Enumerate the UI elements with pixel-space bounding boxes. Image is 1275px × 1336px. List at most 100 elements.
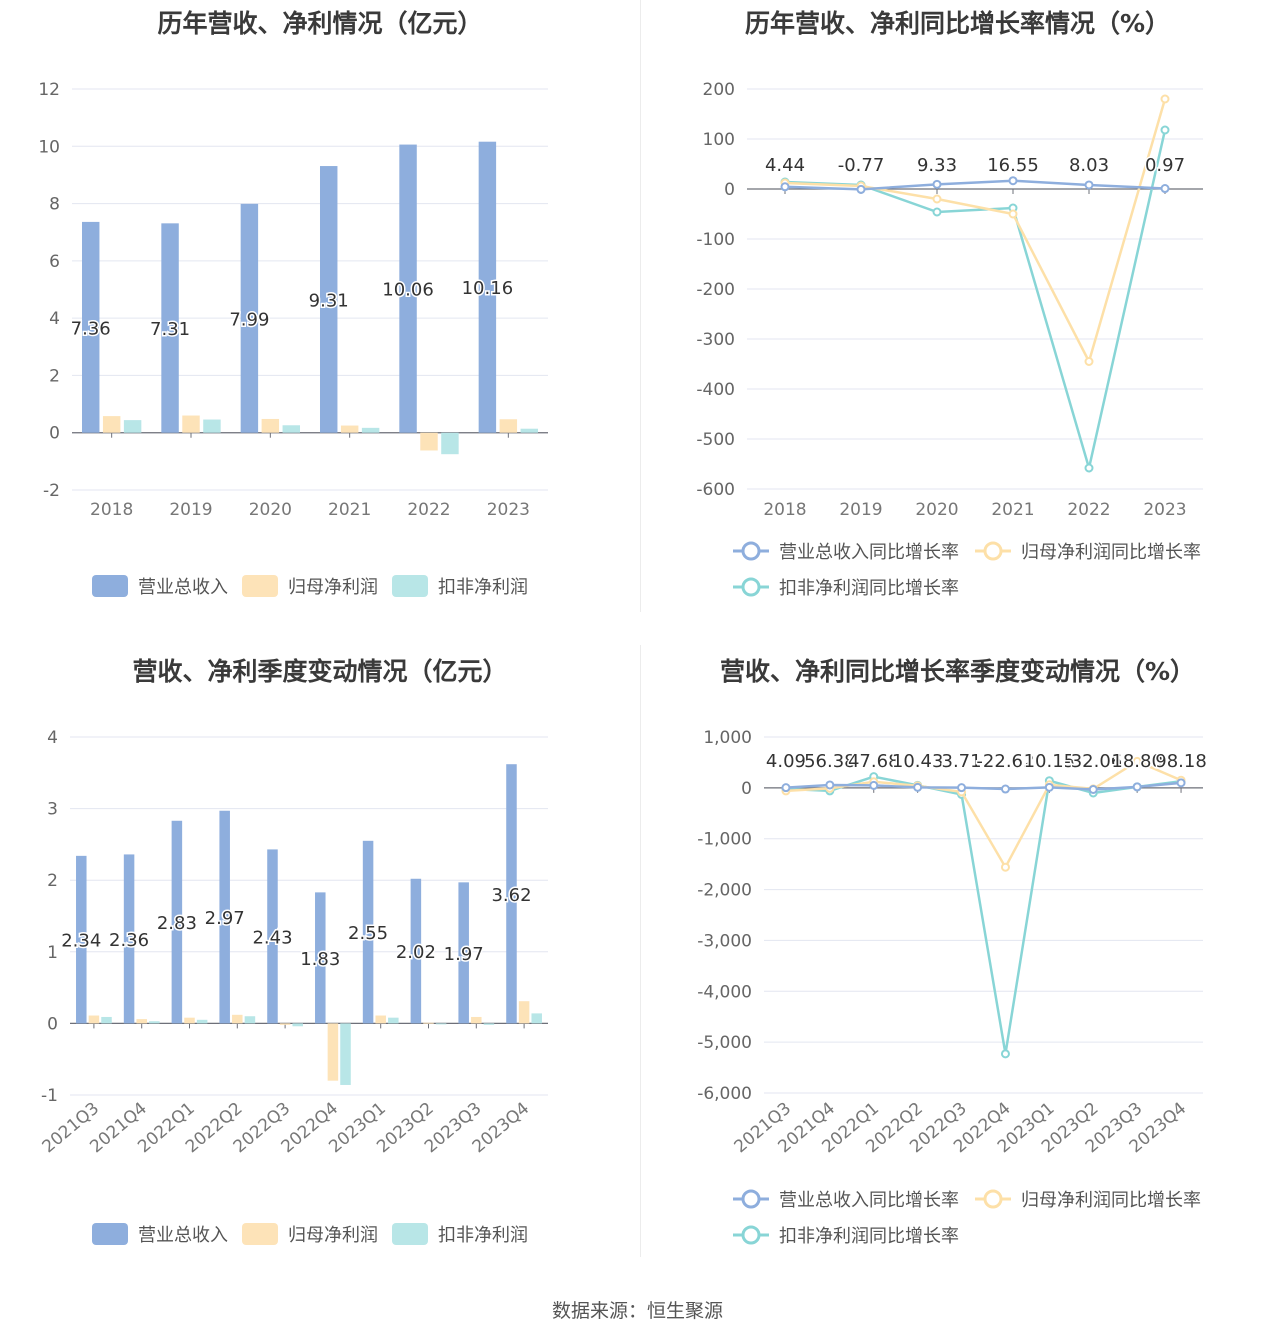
- data-label: 2.83: [157, 913, 197, 934]
- data-label: 0.97: [1145, 155, 1185, 176]
- legend-marker-icon: [741, 1189, 761, 1209]
- quarterly-amounts-panel: 营收、净利季度变动情况（亿元） 4 3 2 1 0 -1 2021Q3 2021Q4 2022Q…: [0, 640, 640, 1265]
- bar-deducted-net-profit: [361, 427, 380, 433]
- vertical-divider-bottom: [640, 645, 641, 1257]
- y-tick-label: -600: [696, 480, 735, 500]
- series-line: [785, 760, 1182, 870]
- data-point: [856, 184, 866, 194]
- data-label: 1.97: [444, 944, 484, 965]
- annual-amounts-chart: 12 10 8 6 4 2 0 -2 2018 2019 2020 2021 2022 2023 7.36 7…: [38, 80, 548, 598]
- x-tick-label: 2019: [839, 500, 882, 520]
- y-tick-label: 6: [49, 252, 60, 272]
- data-point: [932, 207, 942, 217]
- legend-label: 归母净利润同比增长率: [1021, 542, 1201, 563]
- bar-revenue: [267, 849, 278, 1024]
- quarterly-growth-title: 营收、净利同比增长率季度变动情况（%）: [719, 657, 1196, 686]
- data-point: [1008, 176, 1018, 186]
- x-tick-label: 2021: [328, 500, 371, 520]
- bar-deducted-net-profit: [340, 1023, 351, 1085]
- bar-deducted-net-profit: [483, 1023, 495, 1025]
- series-line: [784, 179, 1166, 191]
- bar-deducted-net-profit: [196, 1019, 208, 1024]
- y-tick-label: 0: [49, 424, 60, 444]
- bar-deducted-net-profit: [441, 432, 459, 455]
- data-label: 2.55: [348, 923, 388, 944]
- data-label: 1.83: [300, 949, 340, 970]
- data-point: [1000, 1049, 1010, 1059]
- legend-marker-icon: [983, 1189, 1003, 1209]
- data-label: 7.36: [71, 318, 111, 339]
- data-label: -22.62: [976, 751, 1034, 772]
- bar-net-profit: [499, 419, 518, 433]
- annual-growth-chart: 200 100 0 -100 -200 -300 -400 -500 -600 2018 2019 2…: [696, 80, 1203, 599]
- y-tick-label: -500: [696, 430, 735, 450]
- annual-amounts-panel: 历年营收、净利情况（亿元） 12 10 8 6 4 2 0 -2 2018 2019 2020 202…: [0, 0, 640, 620]
- legend-label: 扣非净利润: [438, 577, 528, 598]
- legend-swatch-icon: [392, 575, 428, 597]
- y-tick-label: -100: [696, 230, 735, 250]
- data-point: [780, 182, 790, 192]
- legend-marker-icon: [741, 577, 761, 597]
- data-label: 56.38: [804, 751, 856, 772]
- bar-net-profit: [420, 432, 438, 451]
- bar-deducted-net-profit: [292, 1023, 303, 1027]
- data-point: [1132, 782, 1142, 792]
- data-label: 2.34: [61, 931, 101, 952]
- bar-deducted-net-profit: [101, 1016, 112, 1024]
- legend-swatch-icon: [392, 1223, 428, 1245]
- series-line: [784, 98, 1167, 365]
- data-label: -0.77: [838, 155, 885, 176]
- quarterly-growth-panel: 营收、净利同比增长率季度变动情况（%） 1,000 0 -1,000 -2,000 -3…: [640, 640, 1275, 1265]
- legend-label: 营业总收入同比增长率: [779, 1190, 959, 1211]
- bar-net-profit: [375, 1015, 386, 1024]
- bar-net-profit: [136, 1019, 147, 1024]
- bar-net-profit: [184, 1017, 195, 1024]
- y-tick-label: 10: [38, 137, 60, 157]
- data-point: [1160, 125, 1170, 135]
- series-line: [785, 775, 1182, 1055]
- data-label: 47.68: [848, 751, 900, 772]
- bar-revenue: [81, 221, 100, 433]
- legend-swatch-icon: [242, 575, 278, 597]
- data-point: [1044, 782, 1054, 792]
- bar-net-profit: [88, 1015, 100, 1024]
- bar-revenue: [123, 854, 135, 1024]
- bar-revenue: [319, 166, 338, 433]
- bar-revenue: [76, 855, 87, 1024]
- y-tick-label: -200: [696, 280, 735, 300]
- y-tick-label: 3: [47, 800, 58, 820]
- data-point: [825, 780, 835, 790]
- y-tick-label: -2: [43, 481, 60, 501]
- quarterly-amounts-chart: 43210-12021Q32021Q42022Q12022Q22022Q3202…: [39, 728, 548, 1246]
- y-tick-label: 12: [38, 80, 60, 100]
- y-tick-label: -3,000: [697, 931, 752, 951]
- legend-swatch-icon: [92, 575, 128, 597]
- x-tick-label: 2023: [1143, 500, 1186, 520]
- bar-revenue: [399, 144, 417, 433]
- bar-revenue: [506, 764, 517, 1024]
- annual-growth-title: 历年营收、净利同比增长率情况（%）: [744, 9, 1171, 38]
- y-tick-label: -400: [696, 380, 735, 400]
- bar-deducted-net-profit: [203, 419, 221, 433]
- bar-net-profit: [261, 418, 280, 433]
- legend-label: 归母净利润: [288, 577, 378, 598]
- x-tick-label: 2018: [90, 500, 133, 520]
- y-tick-label: 4: [49, 309, 60, 329]
- data-point: [1160, 94, 1170, 104]
- legend-label: 营业总收入: [138, 577, 228, 598]
- legend-swatch-icon: [242, 1223, 278, 1245]
- data-label: 10.15: [1024, 751, 1076, 772]
- data-point: [932, 194, 942, 204]
- bar-revenue: [362, 840, 374, 1024]
- bar-deducted-net-profit: [244, 1016, 256, 1024]
- x-tick-label: 2023: [487, 500, 530, 520]
- y-tick-label: 4: [47, 728, 58, 748]
- x-tick-label: 2020: [915, 500, 958, 520]
- data-label: 2.43: [252, 927, 292, 948]
- legend-label: 扣非净利润同比增长率: [779, 578, 959, 599]
- bar-net-profit: [102, 416, 121, 433]
- y-tick-label: 100: [703, 130, 735, 150]
- data-label: 10.43: [892, 751, 944, 772]
- bar-revenue: [410, 878, 422, 1024]
- bar-net-profit: [471, 1016, 482, 1024]
